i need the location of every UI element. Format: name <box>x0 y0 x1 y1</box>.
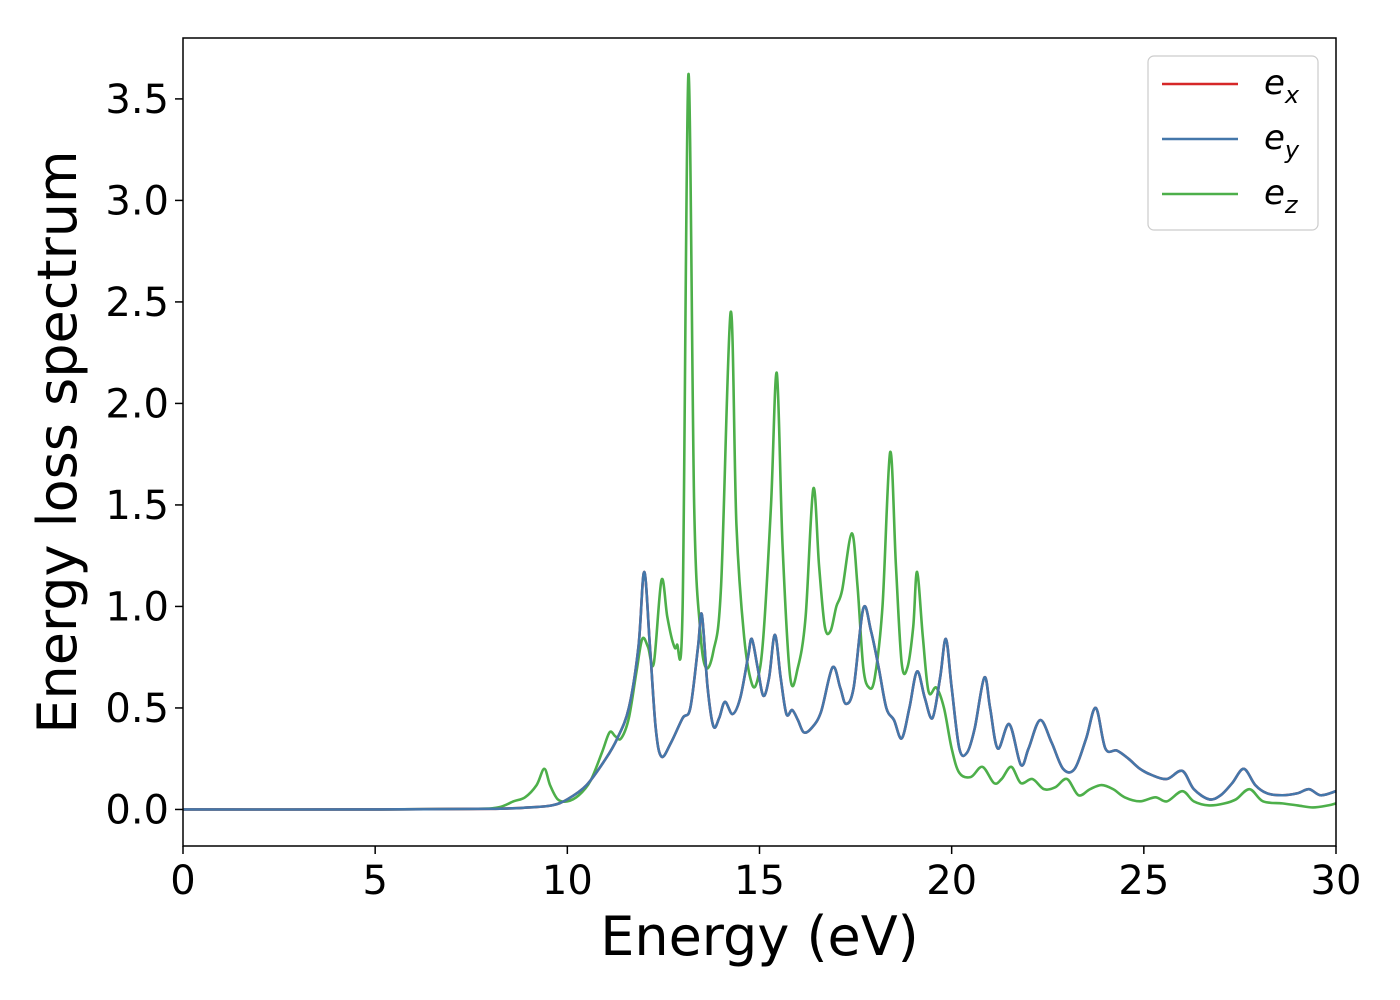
x-tick-label: 5 <box>362 858 387 904</box>
legend-entry-label: ey <box>1264 118 1300 164</box>
series-line-e-y <box>183 570 1336 811</box>
y-tick-label: 2.5 <box>105 280 169 326</box>
x-tick-label: 15 <box>734 858 785 904</box>
y-axis-label: Energy loss spectrum <box>26 150 89 733</box>
legend-box <box>1147 55 1319 231</box>
legend-entry-subscript: z <box>1284 191 1299 219</box>
series-layer <box>183 73 1336 811</box>
series-line-e-z <box>183 73 1336 811</box>
y-tick-label: 3.0 <box>105 178 169 224</box>
y-tick-label: 1.5 <box>105 483 169 529</box>
x-tick-label: 0 <box>170 858 195 904</box>
legend-entry-base: e <box>1264 63 1285 103</box>
y-tick-label: 2.0 <box>105 381 169 427</box>
series-line-e-x <box>183 570 1336 811</box>
y-tick-label: 1.0 <box>105 584 169 630</box>
legend-entry-label: ex <box>1264 63 1300 109</box>
legend-entry-subscript: x <box>1284 81 1300 109</box>
x-tick-label: 30 <box>1311 858 1362 904</box>
legend-entry-base: e <box>1264 173 1285 213</box>
x-tick-label: 20 <box>926 858 977 904</box>
x-axis-ticks: 0 5 10 15 20 25 30 <box>170 846 1361 904</box>
x-axis-label: Energy (eV) <box>600 905 919 968</box>
legend-entry-label: ez <box>1264 173 1299 219</box>
y-tick-label: 0.5 <box>105 686 169 732</box>
x-tick-label: 25 <box>1118 858 1169 904</box>
legend-entry-subscript: y <box>1284 136 1300 164</box>
legend-entry-base: e <box>1264 118 1285 158</box>
y-tick-label: 3.5 <box>105 77 169 123</box>
x-tick-label: 10 <box>542 858 593 904</box>
y-tick-label: 0.0 <box>105 787 169 833</box>
y-axis-ticks: 0.0 0.5 1.0 1.5 2.0 2.5 3.0 3.5 <box>105 77 183 833</box>
